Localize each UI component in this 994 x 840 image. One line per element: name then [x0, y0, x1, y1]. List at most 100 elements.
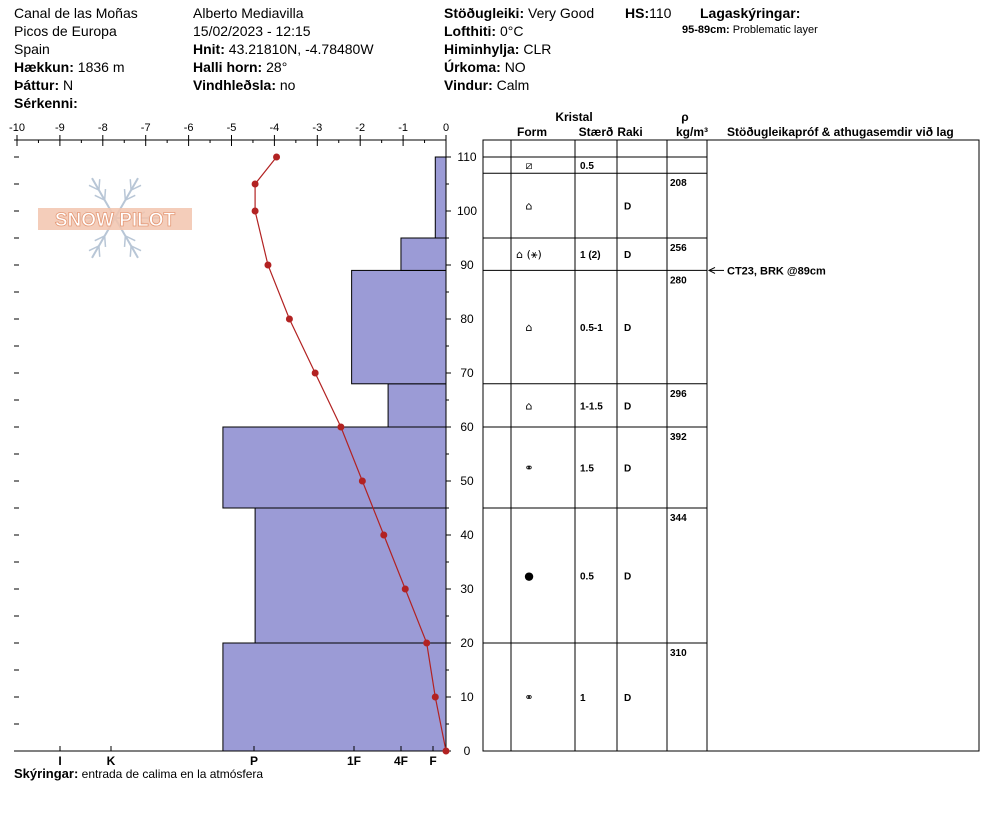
wind-loading: Vindhleðsla: no [193, 76, 295, 94]
temperature-point [273, 153, 281, 161]
layer-notes-title: Lagaskýringar: [700, 5, 801, 21]
layer-moisture: D [624, 250, 631, 261]
snowflake-branch [103, 235, 107, 247]
hardness-bar [387, 383, 447, 428]
stability-value: Very Good [528, 5, 595, 21]
layer-form: ⌂ [526, 399, 533, 412]
hardness-bar [434, 156, 447, 239]
header-crystal: Kristal [555, 110, 592, 124]
wind-loading-value: no [279, 77, 296, 93]
layer-density: 296 [670, 389, 687, 400]
layer-density: 280 [670, 275, 687, 286]
layer-size: 1-1.5 [580, 401, 603, 412]
layer-moisture: D [624, 693, 631, 704]
snowflake-branch [123, 235, 127, 247]
header-moisture: Raki [617, 125, 642, 139]
header-form: Form [517, 125, 547, 139]
test-arrow-head [707, 266, 716, 274]
header-tests: Stöðugleikapróf & athugasemdir við lag [727, 125, 954, 139]
layer-moisture: D [624, 202, 631, 213]
header-size: Stærð [579, 125, 614, 139]
country: Spain [14, 41, 50, 57]
wind-value: Calm [496, 77, 530, 93]
table-frame [482, 139, 980, 752]
layer-form: ⌂ (⚹) [516, 248, 542, 261]
hardness-label: 1F [347, 754, 361, 768]
temperature-point [423, 639, 431, 647]
layer-form: ⧄ [526, 159, 533, 172]
wind-loading-label: Vindhleðsla: [193, 77, 276, 93]
hardness-bar [222, 642, 447, 752]
height-tick-label: 100 [457, 204, 477, 218]
layer-moisture: D [624, 323, 631, 334]
test-result: CT23, BRK @89cm [727, 265, 826, 277]
snowflake-branch [98, 245, 101, 257]
layer-size: 0.5 [580, 161, 594, 172]
range: Picos de Europa [14, 23, 117, 39]
temperature-point [431, 693, 439, 701]
temp-tick-label: -4 [270, 122, 280, 134]
coords: Hnit: 43.21810N, -4.78480W [193, 40, 374, 58]
temp-tick-label: -8 [98, 122, 108, 134]
temperature-point [311, 369, 319, 377]
height-tick-label: 40 [460, 528, 474, 542]
snowflake-branch [129, 245, 132, 257]
layer-form: ⌂ [526, 200, 533, 213]
snowflake-branch [88, 184, 100, 191]
precip-value: NO [504, 59, 526, 75]
layer-table: Kristal Form Stærð Raki ρkg/m³ Stöðugleikapró… [482, 110, 980, 752]
hardness-bar [222, 426, 447, 509]
slope: Halli horn: 28° [193, 58, 287, 76]
layer-note-text: Problematic layer [732, 24, 818, 36]
snowflake-branch [94, 194, 105, 201]
header-density-unit: kg/m³ [676, 125, 708, 139]
wind-label: Vindur: [444, 77, 493, 93]
layer-size: 1.5 [580, 464, 594, 475]
aspect: Þáttur: N [14, 76, 73, 94]
height-tick-label: 30 [460, 582, 474, 596]
height-tick-label: 20 [460, 636, 474, 650]
logo-banner [38, 208, 192, 230]
temperature-point [337, 423, 345, 431]
layer-moisture: D [624, 572, 631, 583]
snowflake-branch [125, 235, 136, 242]
layer-form: ● [524, 570, 534, 583]
layer-density: 208 [670, 178, 687, 189]
footer-notes: Skýringar: entrada de calima en la atmós… [14, 766, 263, 781]
hs-value: 110 [649, 5, 672, 21]
height-tick-label: 90 [460, 258, 474, 272]
temperature-point [264, 261, 272, 269]
temp-tick-label: -2 [355, 122, 365, 134]
slope-label: Halli horn: [193, 59, 263, 75]
height-tick-label: 0 [464, 744, 471, 758]
hardness-label: 4F [394, 754, 408, 768]
temp-tick-label: -3 [312, 122, 322, 134]
layer-size: 1 (2) [580, 250, 601, 261]
temp-tick-label: -1 [398, 122, 408, 134]
temp-tick-label: -5 [227, 122, 237, 134]
temperature-point [285, 315, 293, 323]
snowflake-branch [103, 189, 107, 201]
datetime: 15/02/2023 - 12:15 [193, 23, 311, 39]
snowflake-branch [130, 245, 142, 252]
height-tick-label: 70 [460, 366, 474, 380]
layer-note-range: 95-89cm: [682, 24, 730, 36]
height-tick-label: 50 [460, 474, 474, 488]
layer-note: 95-89cm: Problematic layer [682, 24, 818, 36]
temp-tick-label: -10 [9, 122, 25, 134]
coords-label: Hnit: [193, 41, 225, 57]
snowflake-branch [125, 194, 136, 201]
hardness-label: K [107, 754, 116, 768]
precip: Úrkoma: NO [444, 58, 526, 76]
slope-value: 28° [266, 59, 288, 75]
hs-label: HS: [625, 5, 650, 21]
temp-tick-label: -6 [184, 122, 194, 134]
elevation-value: 1836 m [77, 59, 125, 75]
temp-tick-label: 0 [443, 122, 449, 134]
temperature-point [358, 477, 366, 485]
coords-value: 43.21810N, -4.78480W [228, 41, 374, 57]
air-temp-value: 0°C [499, 23, 524, 39]
aspect-value: N [63, 77, 74, 93]
temperature-point [380, 531, 388, 539]
